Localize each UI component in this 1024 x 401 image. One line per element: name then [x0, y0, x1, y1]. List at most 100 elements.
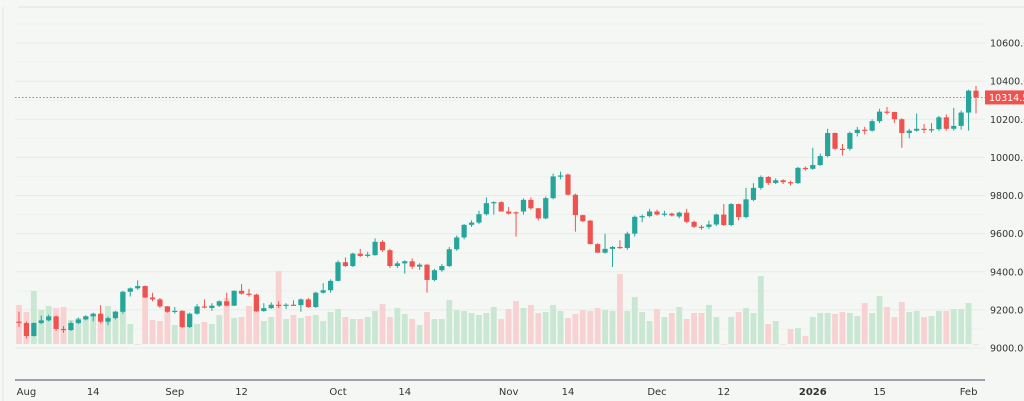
volume-bar — [891, 317, 898, 344]
date-tick-label: 14 — [398, 387, 411, 398]
candle — [372, 238, 378, 256]
volume-bar — [542, 312, 549, 344]
volume-bar — [921, 317, 927, 344]
candle-body — [372, 241, 378, 256]
candle — [424, 264, 430, 293]
candle-body — [172, 310, 178, 313]
candle — [572, 193, 578, 232]
volume-bar — [958, 309, 965, 344]
candle — [238, 284, 245, 295]
volume-bar — [505, 309, 512, 344]
volume-bar — [743, 308, 749, 344]
candle — [565, 173, 571, 196]
candle-body — [216, 301, 222, 306]
volume-bar — [876, 296, 883, 344]
volume-bar — [75, 318, 82, 344]
candle — [268, 302, 274, 309]
volume-bar — [60, 307, 67, 344]
candle-body — [528, 199, 534, 209]
candle-body — [439, 266, 445, 271]
date-tick-label: 14 — [562, 387, 575, 398]
volume-bar — [683, 319, 690, 344]
candle-body — [780, 180, 786, 183]
candle-body — [90, 313, 96, 317]
date-tick-label: Feb — [960, 387, 978, 398]
candle — [431, 268, 438, 282]
volume-bar — [305, 316, 312, 344]
candle-body — [639, 216, 645, 218]
volume-bar — [453, 310, 460, 344]
candle — [698, 225, 705, 230]
candle-body — [498, 202, 504, 212]
candle-body — [357, 253, 363, 256]
candle-body — [112, 311, 119, 319]
candle — [335, 260, 341, 282]
volume-bar — [869, 313, 876, 344]
volume-bar — [624, 311, 631, 344]
time-axis[interactable]: Aug 14 Sep 12 Oct 14 Nov 14 Dec 12 2026 15 Feb — [17, 387, 978, 398]
candle-body — [290, 304, 297, 306]
candle — [276, 301, 282, 308]
last-price-label: 10314.5 — [989, 93, 1024, 104]
candle — [543, 196, 549, 220]
volume-bar — [171, 325, 178, 344]
candle-body — [565, 174, 571, 195]
volume-bar — [97, 315, 104, 344]
volume-bar — [342, 317, 349, 344]
candle — [550, 173, 556, 200]
candle-body — [810, 165, 816, 169]
volume-bar — [824, 313, 831, 344]
volume-bar — [438, 319, 445, 344]
candle-body — [632, 216, 638, 234]
candle — [802, 166, 808, 171]
candle-body — [839, 148, 846, 150]
candle — [298, 298, 304, 312]
candle-body — [127, 288, 133, 292]
candle — [869, 119, 875, 132]
candle — [127, 287, 133, 297]
volume-bar — [372, 311, 379, 344]
last-price-box — [985, 90, 1024, 105]
candle-body — [409, 261, 415, 267]
candle — [914, 113, 920, 132]
volume-bar — [720, 344, 727, 345]
candle — [483, 197, 489, 216]
price-axis[interactable]: 10600.00 10400.00 10200.00 10000.00 9800.00 9… — [990, 39, 1024, 355]
volume-bar — [795, 328, 801, 344]
candle — [491, 201, 497, 215]
volume-bar — [394, 308, 401, 344]
candle-body — [587, 220, 593, 245]
volume-bar — [119, 293, 126, 344]
candle — [595, 243, 601, 253]
candle-body — [305, 299, 311, 308]
candle — [639, 214, 645, 223]
candle-body — [135, 286, 141, 289]
volume-bar — [765, 324, 772, 344]
candle — [684, 208, 690, 224]
candle — [209, 303, 215, 311]
volume-bar — [609, 311, 616, 344]
candle-body — [609, 246, 616, 249]
volume-bar — [750, 313, 757, 344]
date-tick-label: Oct — [329, 387, 346, 398]
volume-bar — [943, 311, 950, 344]
candle-body — [728, 204, 734, 226]
candle — [862, 126, 868, 135]
candle — [513, 211, 519, 237]
candle-body — [669, 213, 675, 216]
candle-body — [46, 316, 52, 321]
candle-body — [468, 222, 475, 225]
volume-bar — [327, 312, 334, 344]
volume-bar — [490, 307, 497, 344]
candle — [68, 321, 74, 331]
candle-body — [238, 290, 245, 294]
candle-body — [884, 111, 890, 113]
candle-body — [928, 129, 935, 131]
volume-bar — [706, 305, 712, 344]
volume-bar — [654, 309, 660, 344]
candle-body — [261, 308, 267, 312]
candle-body — [943, 117, 949, 129]
volume-bar — [238, 317, 245, 344]
candle — [609, 246, 616, 267]
